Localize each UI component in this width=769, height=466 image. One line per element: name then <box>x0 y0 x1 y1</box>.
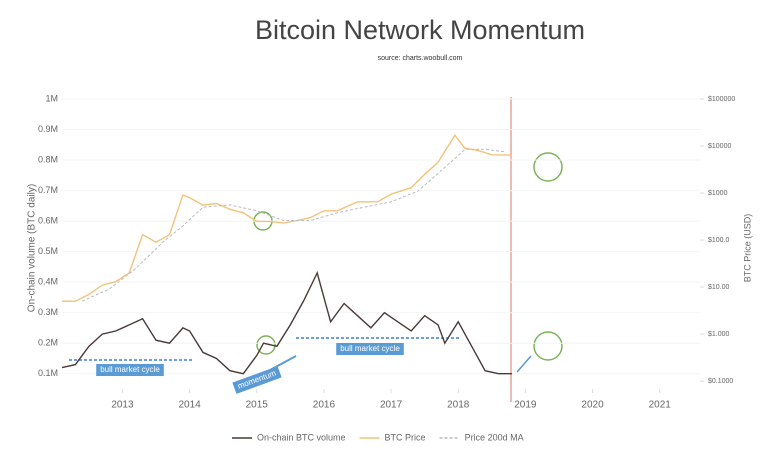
y-tick-label: 0.9M <box>38 124 58 134</box>
annotation: bull market cycle <box>100 365 160 374</box>
x-tick-label: 2014 <box>178 400 201 411</box>
series-line <box>61 271 512 375</box>
annotation-box <box>96 364 164 376</box>
x-tick-label: 2017 <box>380 400 403 411</box>
y-tick-label: 0.8M <box>38 154 58 164</box>
series-line <box>81 148 506 302</box>
y2-tick-label: $100000 <box>708 96 735 103</box>
legend-label: On-chain BTC volume <box>257 432 346 442</box>
chart-subtitle: source: charts.woobull.com <box>378 55 463 62</box>
chart-title: Bitcoin Network Momentum <box>255 15 585 45</box>
y-tick-label: 0.6M <box>38 215 58 225</box>
y-tick-label: 0.5M <box>38 246 58 256</box>
y2-tick-label: $1.000 <box>708 331 730 338</box>
x-tick-label: 2018 <box>447 400 470 411</box>
y-tick-label: 0.1M <box>38 368 58 378</box>
highlight-circle <box>533 331 563 361</box>
x-tick-label: 2019 <box>514 400 537 411</box>
x-tick-label: 2015 <box>246 400 269 411</box>
x-tick-label: 2013 <box>111 400 134 411</box>
series-line <box>62 133 513 302</box>
y2-axis-label: BTC Price (USD) <box>742 214 752 283</box>
y-tick-label: 0.3M <box>38 307 58 317</box>
y-tick-label: 0.4M <box>38 277 58 287</box>
y-tick-label: 0.7M <box>38 185 58 195</box>
highlight-circle <box>533 152 563 182</box>
y-axis-label: On-chain volume (BTC daily) <box>27 184 38 312</box>
y-tick-label: 0.2M <box>38 338 58 348</box>
legend: On-chain BTC volume BTC Price Price 200d M… <box>232 432 524 442</box>
y-tick-label: 1M <box>45 93 58 103</box>
arrow <box>516 355 532 373</box>
y2-tick-label: $0.1000 <box>708 378 733 385</box>
y2-tick-label: $10000 <box>708 143 731 150</box>
y2-tick-label: $1000 <box>708 190 728 197</box>
x-tick-label: 2020 <box>581 400 604 411</box>
annotation-box <box>336 343 404 355</box>
x-tick-label: 2016 <box>313 400 336 411</box>
legend-label: Price 200d MA <box>465 432 524 442</box>
x-tick-label: 2021 <box>649 400 672 411</box>
annotation: bull market cycle <box>340 344 400 353</box>
annotation-box <box>232 366 282 394</box>
highlight-circle <box>256 335 276 355</box>
y2-tick-label: $100.0 <box>708 237 730 244</box>
y2-tick-label: $10.00 <box>708 284 730 291</box>
legend-label: BTC Price <box>385 432 426 442</box>
